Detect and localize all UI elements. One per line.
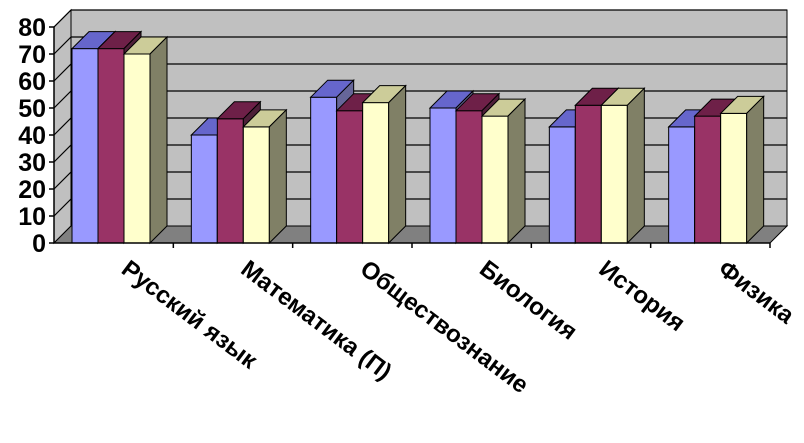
- gridline-side: [53, 198, 72, 217]
- gridline-side: [53, 171, 72, 190]
- bar-side: [268, 108, 287, 245]
- gridline-side: [53, 36, 72, 55]
- bar: [122, 35, 169, 245]
- bar-front: [455, 110, 483, 244]
- x-tick-label: Физика: [713, 255, 799, 329]
- bar-front: [720, 112, 748, 244]
- y-tick-label: 50: [18, 95, 46, 123]
- bar-side: [746, 95, 765, 245]
- y-tick-label: 30: [18, 149, 46, 177]
- bar-front: [71, 48, 99, 244]
- y-tick-label: 0: [32, 230, 46, 258]
- bar-side: [388, 84, 407, 245]
- bar-front: [362, 102, 390, 244]
- bar-side: [626, 87, 645, 245]
- gridline-side: [53, 9, 72, 28]
- bar: [361, 84, 407, 245]
- bar-front: [190, 134, 218, 244]
- bar-front: [123, 53, 151, 244]
- bar: [719, 95, 765, 245]
- y-tick-label: 60: [18, 68, 46, 96]
- bar: [242, 108, 288, 245]
- bar-front: [548, 126, 576, 244]
- y-tick-label: 40: [18, 122, 46, 150]
- y-tick-label: 20: [18, 176, 46, 204]
- bar-front: [694, 115, 722, 244]
- gridline-side: [53, 144, 72, 163]
- bar-front: [310, 96, 338, 244]
- bar: [600, 87, 646, 245]
- bar-front: [216, 118, 244, 244]
- bar-front: [97, 48, 125, 244]
- x-tick-label: Биология: [474, 255, 582, 345]
- bar: [480, 97, 527, 245]
- gridline-side: [53, 90, 72, 109]
- bar-side: [149, 35, 168, 245]
- bar-front: [242, 126, 270, 244]
- y-tick-label: 80: [18, 14, 46, 42]
- y-tick-label: 10: [18, 203, 46, 231]
- bar-front: [481, 115, 509, 244]
- x-tick-label: История: [594, 255, 690, 337]
- gridline-side: [53, 117, 72, 136]
- bar-side: [507, 97, 526, 245]
- bar-front: [668, 126, 696, 244]
- bar-front: [429, 107, 457, 244]
- bar-front: [336, 110, 364, 244]
- gridline-side: [53, 63, 72, 82]
- bar-front: [600, 104, 628, 244]
- y-tick-label: 70: [18, 41, 46, 69]
- bar-front: [574, 104, 602, 244]
